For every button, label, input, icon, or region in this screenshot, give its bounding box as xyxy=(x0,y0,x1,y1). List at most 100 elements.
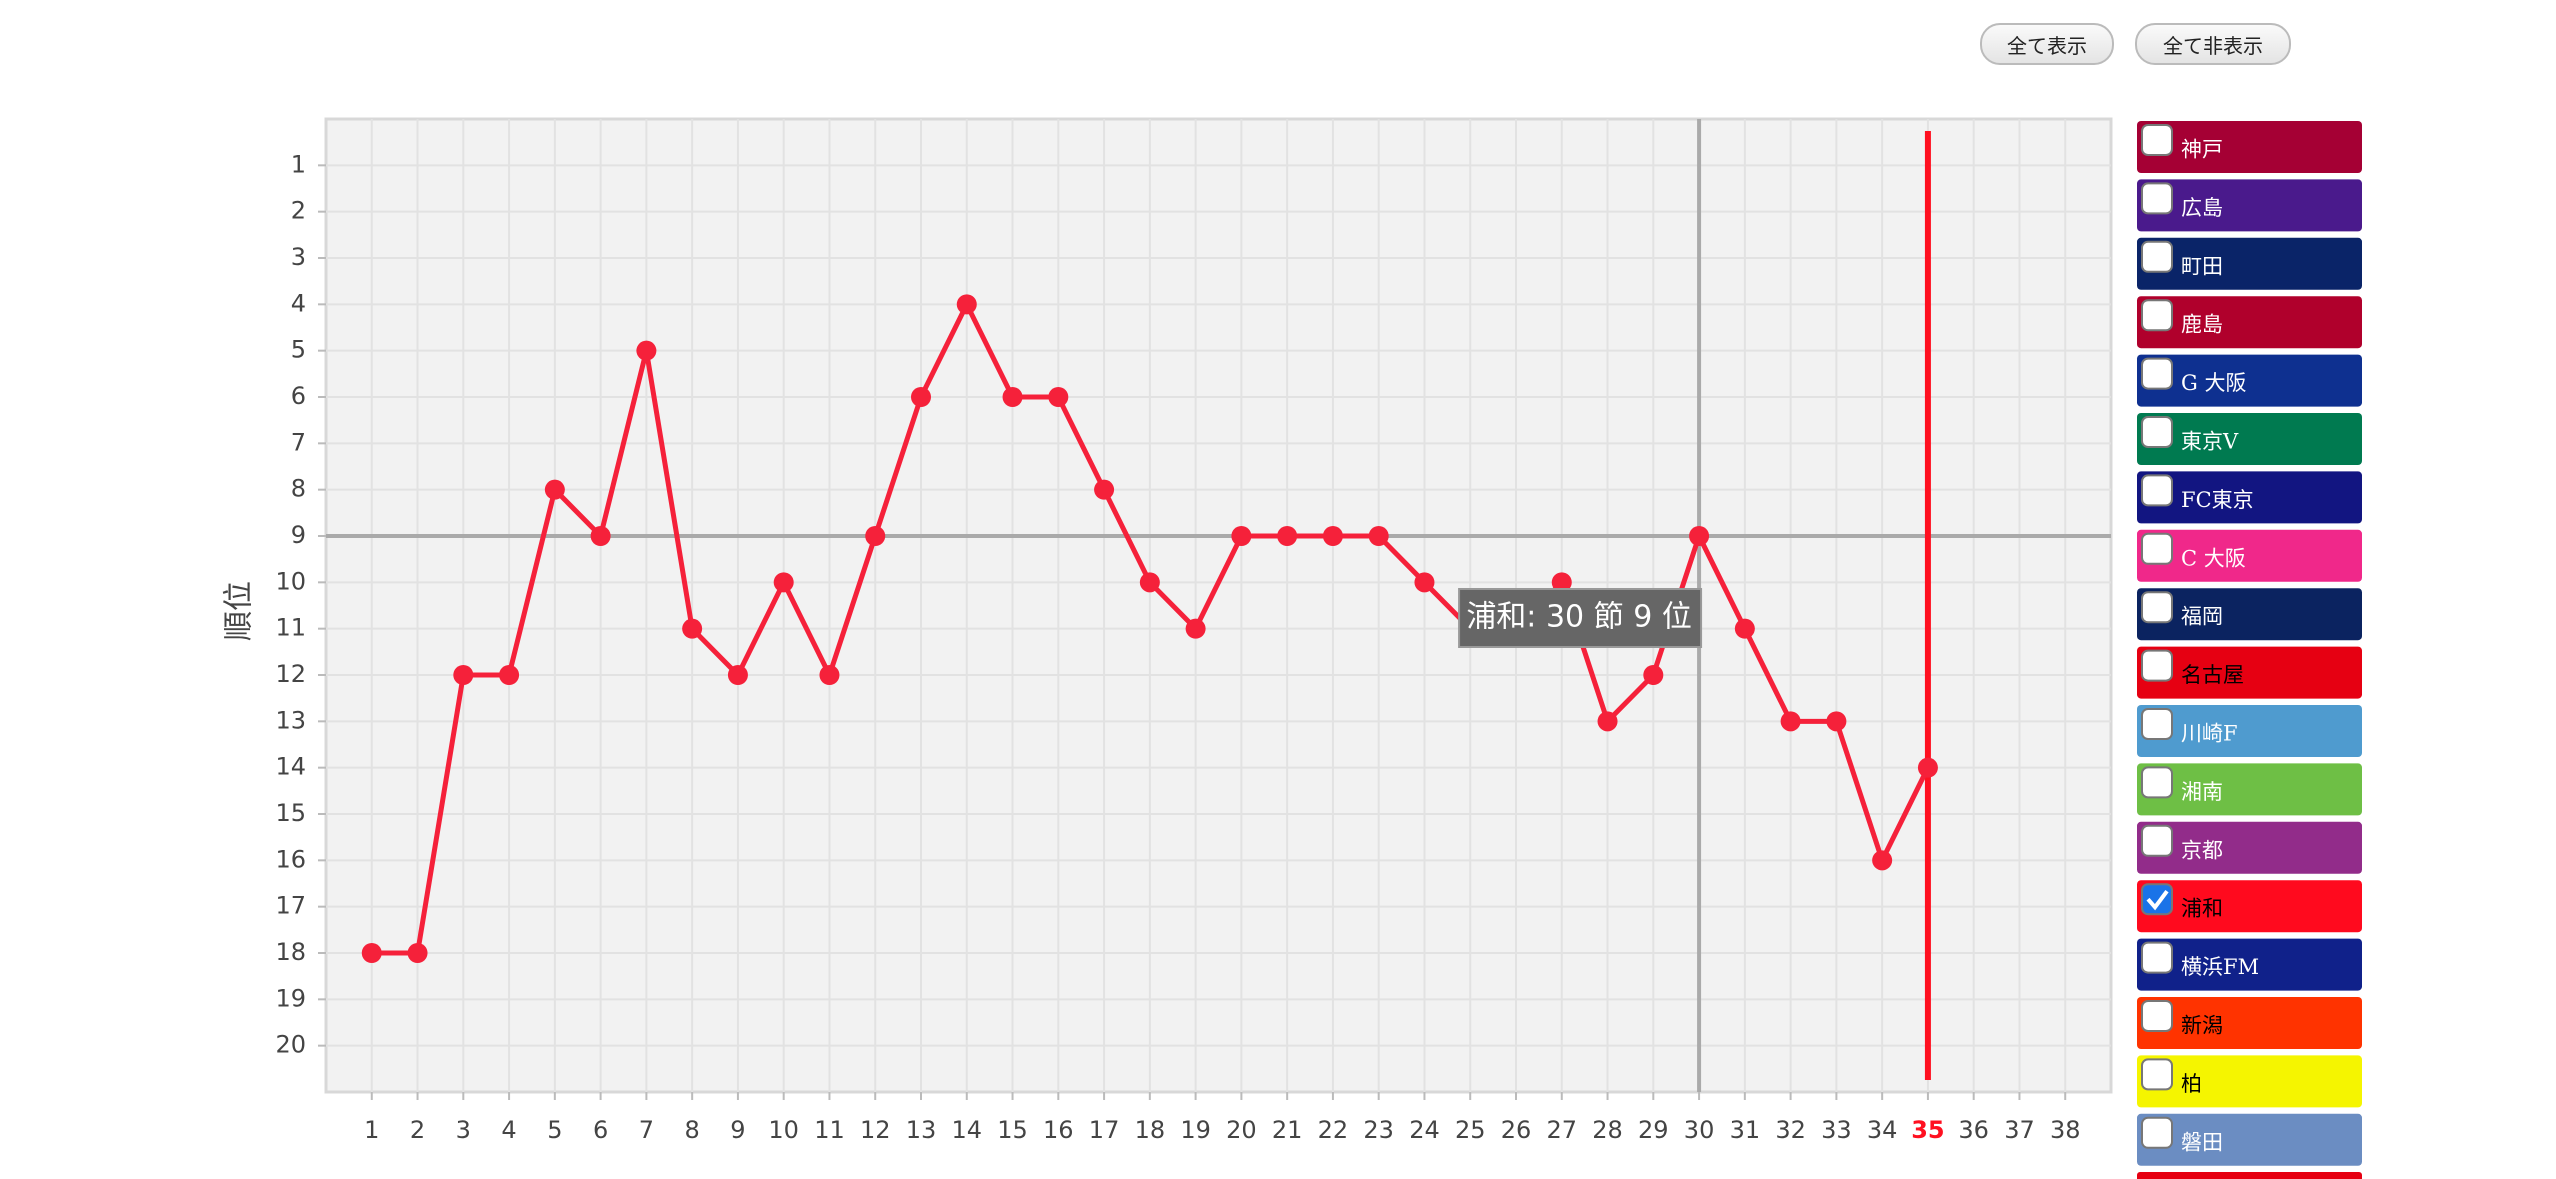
checkbox[interactable] xyxy=(2141,708,2173,740)
data-point xyxy=(1643,665,1664,685)
checkmark xyxy=(2146,890,2169,911)
y-tick-label: 17 xyxy=(275,892,306,920)
x-tick-label: 6 xyxy=(593,1116,608,1144)
legend-swatch xyxy=(2137,1113,2362,1166)
data-point xyxy=(361,943,382,963)
legend-item[interactable]: 町田 xyxy=(2137,237,2362,290)
legend-label: 鹿島 xyxy=(2181,313,2223,337)
legend-item[interactable]: 湘南 xyxy=(2137,763,2362,816)
x-tick-label: 36 xyxy=(1958,1116,1989,1144)
checkbox[interactable] xyxy=(2141,240,2173,273)
checkbox[interactable] xyxy=(2141,941,2173,974)
legend-item[interactable]: 柏 xyxy=(2137,1055,2362,1108)
x-tick-label: 31 xyxy=(1730,1116,1761,1144)
legend-item[interactable]: 東京V xyxy=(2137,413,2362,465)
legend-swatch xyxy=(2137,705,2362,757)
data-point xyxy=(1689,526,1710,546)
data-point xyxy=(1185,618,1206,639)
x-tick-label: 12 xyxy=(860,1116,891,1144)
x-tick-label: 18 xyxy=(1135,1116,1166,1144)
checkbox[interactable] xyxy=(2141,299,2173,332)
legend-swatch xyxy=(2137,237,2362,290)
legend-swatch xyxy=(2137,471,2362,524)
data-point xyxy=(544,479,565,500)
show-all-button[interactable]: 全て表示 xyxy=(1980,23,2114,65)
checkbox[interactable] xyxy=(2141,474,2173,507)
legend-item[interactable]: 浦和 xyxy=(2137,880,2362,933)
x-tick-label: 27 xyxy=(1546,1116,1577,1144)
x-tick-label: 16 xyxy=(1043,1116,1074,1144)
legend-item[interactable]: FC東京 xyxy=(2137,471,2362,524)
legend-swatch xyxy=(2137,880,2362,933)
legend-label: 名古屋 xyxy=(2181,663,2244,687)
checkbox[interactable] xyxy=(2141,1058,2173,1091)
checkbox[interactable] xyxy=(2141,883,2173,916)
checkbox[interactable] xyxy=(2141,416,2173,448)
legend-swatch xyxy=(2137,413,2362,465)
checkbox[interactable] xyxy=(2141,766,2173,799)
y-tick-label: 1 xyxy=(291,150,306,178)
legend-item[interactable]: G 大阪 xyxy=(2137,354,2362,407)
legend-item[interactable]: 名古屋 xyxy=(2137,646,2362,699)
data-point xyxy=(956,294,977,315)
legend-swatch xyxy=(2137,938,2362,991)
legend-item[interactable]: 鹿島 xyxy=(2137,296,2362,349)
y-tick-label: 14 xyxy=(275,753,306,781)
legend-label: 福岡 xyxy=(2181,605,2223,629)
legend-item[interactable]: 京都 xyxy=(2137,821,2362,874)
legend-swatch xyxy=(2137,997,2362,1049)
checkbox[interactable] xyxy=(2141,649,2173,682)
y-tick-label: 10 xyxy=(275,567,306,595)
checkbox[interactable] xyxy=(2141,591,2173,624)
legend-item[interactable]: 広島 xyxy=(2137,179,2362,232)
x-tick-label: 19 xyxy=(1180,1116,1211,1144)
checkbox[interactable] xyxy=(2141,1000,2173,1032)
hide-all-button[interactable]: 全て非表示 xyxy=(2135,23,2291,65)
legend-label: 川崎F xyxy=(2181,722,2238,746)
checkbox[interactable] xyxy=(2141,357,2173,390)
data-point xyxy=(590,526,611,546)
checkbox[interactable] xyxy=(2141,532,2173,565)
legend-item[interactable]: 福岡 xyxy=(2137,588,2362,641)
checkbox[interactable] xyxy=(2141,182,2173,215)
data-point xyxy=(1322,526,1343,546)
data-point xyxy=(1872,850,1893,871)
x-tick-label: 17 xyxy=(1089,1116,1120,1144)
legend-item[interactable]: C 大阪 xyxy=(2137,529,2362,582)
x-tick-label: 5 xyxy=(547,1116,562,1144)
y-tick-label: 9 xyxy=(291,521,306,549)
legend-swatch xyxy=(2137,646,2362,699)
x-tick-label: 23 xyxy=(1363,1116,1394,1144)
legend-label: 磐田 xyxy=(2181,1130,2223,1154)
checkbox[interactable] xyxy=(2141,824,2173,857)
legend-item[interactable]: 横浜FM xyxy=(2137,938,2362,991)
checkbox[interactable] xyxy=(2141,1116,2173,1149)
y-tick-label: 18 xyxy=(275,938,306,966)
y-tick-label: 20 xyxy=(275,1031,306,1059)
legend-label: 浦和 xyxy=(2181,897,2223,921)
y-tick-label: 15 xyxy=(275,799,306,827)
legend-label: 新潟 xyxy=(2181,1014,2223,1038)
x-tick-label: 9 xyxy=(730,1116,745,1144)
data-point xyxy=(1551,572,1572,593)
y-axis-label: 順位 xyxy=(222,581,257,641)
legend-item[interactable]: 磐田 xyxy=(2137,1113,2362,1166)
checkbox[interactable] xyxy=(2141,124,2173,156)
legend-item[interactable]: 新潟 xyxy=(2137,997,2362,1049)
x-tick-label: 8 xyxy=(685,1116,700,1144)
tooltip-box xyxy=(1458,588,1703,648)
x-tick-label: 14 xyxy=(951,1116,982,1144)
y-tick-label: 11 xyxy=(275,614,306,642)
x-tick-label: 2 xyxy=(410,1116,425,1144)
x-tick-label: 3 xyxy=(456,1116,471,1144)
data-point xyxy=(1094,479,1115,500)
legend-item[interactable]: 川崎F xyxy=(2137,705,2362,757)
legend-swatch xyxy=(2137,763,2362,816)
y-tick-label: 2 xyxy=(291,197,306,225)
legend-item[interactable]: 神戸 xyxy=(2137,121,2362,173)
data-point xyxy=(1780,711,1801,732)
data-point xyxy=(1597,711,1618,732)
legend-label: 神戸 xyxy=(2181,138,2223,162)
legend-label: G 大阪 xyxy=(2181,371,2246,395)
